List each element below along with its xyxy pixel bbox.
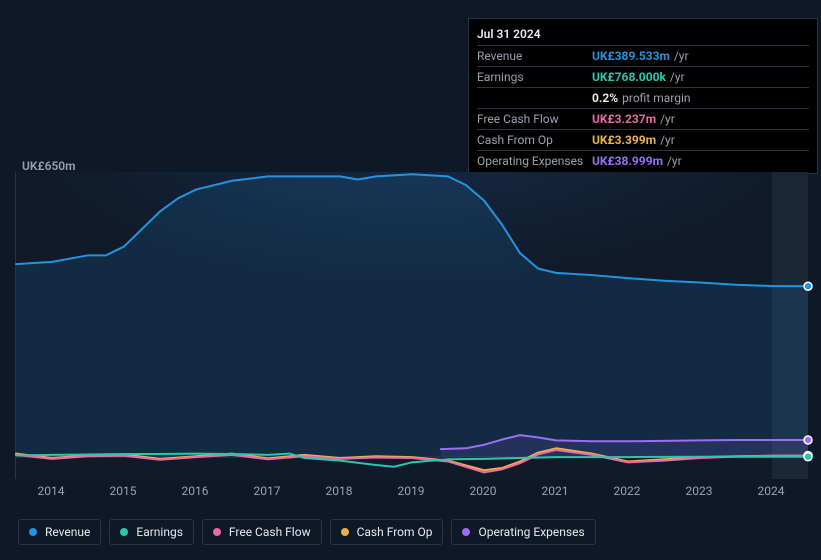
crosshair-dot-earnings xyxy=(804,453,812,461)
legend: Revenue Earnings Free Cash Flow Cash From O… xyxy=(18,519,596,545)
tooltip-row: Operating ExpensesUK£38.999m/yr xyxy=(477,151,809,172)
tooltip-row-value: UK£768.000k/yr xyxy=(592,67,809,88)
tooltip-row-label: Operating Expenses xyxy=(477,151,592,172)
legend-dot-icon xyxy=(462,528,470,536)
legend-item[interactable]: Earnings xyxy=(109,519,194,545)
legend-item[interactable]: Cash From Op xyxy=(330,519,444,545)
x-axis-tick: 2021 xyxy=(542,484,569,498)
tooltip-table: RevenueUK£389.533m/yrEarningsUK£768.000k… xyxy=(477,45,809,171)
tooltip-row-label: Cash From Op xyxy=(477,130,592,151)
legend-dot-icon xyxy=(120,528,128,536)
tooltip-row-value: UK£38.999m/yr xyxy=(592,151,809,172)
tooltip-row-value: UK£3.399m/yr xyxy=(592,130,809,151)
x-axis-tick: 2016 xyxy=(182,484,209,498)
x-axis-tick: 2023 xyxy=(686,484,713,498)
crosshair-dot-revenue xyxy=(804,282,812,290)
chart-root: Jul 31 2024 RevenueUK£389.533m/yrEarning… xyxy=(0,0,821,560)
tooltip-row: Cash From OpUK£3.399m/yr xyxy=(477,130,809,151)
tooltip-row: 0.2%profit margin xyxy=(477,88,809,109)
legend-label: Earnings xyxy=(136,525,183,539)
series-fill-revenue xyxy=(16,174,808,457)
crosshair-dot-operating_expenses xyxy=(804,436,812,444)
x-axis-tick: 2017 xyxy=(254,484,281,498)
legend-dot-icon xyxy=(213,528,221,536)
legend-label: Cash From Op xyxy=(357,525,433,539)
tooltip-date: Jul 31 2024 xyxy=(477,25,809,45)
series-svg xyxy=(16,172,808,479)
tooltip-row: EarningsUK£768.000k/yr xyxy=(477,67,809,88)
tooltip-row-label: Revenue xyxy=(477,46,592,67)
tooltip-row: Free Cash FlowUK£3.237m/yr xyxy=(477,109,809,130)
x-axis-tick: 2022 xyxy=(614,484,641,498)
legend-dot-icon xyxy=(29,528,37,536)
x-axis-tick: 2018 xyxy=(326,484,353,498)
tooltip-row-label: Earnings xyxy=(477,67,592,88)
legend-label: Operating Expenses xyxy=(478,525,584,539)
legend-item[interactable]: Free Cash Flow xyxy=(202,519,322,545)
x-axis-tick: 2020 xyxy=(470,484,497,498)
legend-item[interactable]: Revenue xyxy=(18,519,101,545)
tooltip-box: Jul 31 2024 RevenueUK£389.533m/yrEarning… xyxy=(468,18,818,174)
legend-label: Free Cash Flow xyxy=(229,525,311,539)
tooltip-row: RevenueUK£389.533m/yr xyxy=(477,46,809,67)
tooltip-row-label: Free Cash Flow xyxy=(477,109,592,130)
legend-item[interactable]: Operating Expenses xyxy=(451,519,595,545)
x-axis-tick: 2015 xyxy=(110,484,137,498)
legend-dot-icon xyxy=(341,528,349,536)
y-axis-max-label: UK£650m xyxy=(22,159,76,173)
tooltip-row-value: UK£3.237m/yr xyxy=(592,109,809,130)
tooltip-row-label xyxy=(477,88,592,109)
plot-area[interactable] xyxy=(15,172,808,479)
x-axis-tick: 2024 xyxy=(758,484,785,498)
tooltip-row-value: 0.2%profit margin xyxy=(592,88,809,109)
tooltip-row-value: UK£389.533m/yr xyxy=(592,46,809,67)
legend-label: Revenue xyxy=(45,525,90,539)
x-axis-tick: 2019 xyxy=(398,484,425,498)
x-axis-tick: 2014 xyxy=(38,484,65,498)
